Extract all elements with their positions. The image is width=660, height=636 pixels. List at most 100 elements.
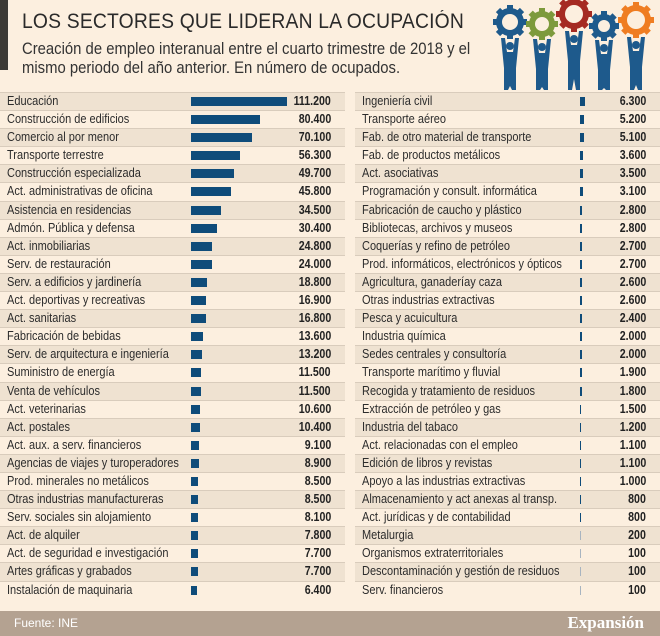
bar [580, 368, 582, 378]
source-note: Fuente: INE [14, 616, 79, 630]
chart-row: Instalación de maquinaria 6.400 [0, 580, 345, 599]
category-label: Organismos extraterritoriales [362, 546, 504, 561]
bar [191, 422, 200, 432]
value-label: 100 [628, 546, 646, 561]
category-label: Prod. minerales no metálicos [7, 473, 149, 488]
category-label: Act. de alquiler [7, 528, 80, 543]
category-label: Agencias de viajes y turoperadores [7, 455, 179, 470]
chart-row: Otras industrias manufactureras 8.500 [0, 490, 345, 509]
category-label: Transporte marítimo y fluvial [362, 365, 501, 380]
category-label: Admón. Pública y defensa [7, 220, 135, 235]
bar [191, 567, 198, 577]
chart-row: Act. administrativas de oficina 45.800 [0, 182, 345, 200]
bar [191, 458, 199, 468]
page-subtitle: Creación de empleo interanual entre el c… [22, 40, 471, 77]
category-label: Serv. de restauración [7, 256, 111, 271]
value-label: 2.600 [619, 293, 646, 308]
bar [580, 422, 582, 432]
chart-row: Act. veterinarias 10.600 [0, 399, 345, 418]
chart-row: Venta de vehículos 11.500 [0, 381, 345, 400]
bar [580, 513, 582, 523]
chart-row: Educación 111.200 [0, 92, 345, 111]
bar [191, 115, 261, 125]
value-label: 111.200 [293, 94, 331, 108]
bar [191, 277, 208, 287]
chart-row: Metalurgia 200 [355, 526, 660, 545]
bar [580, 115, 585, 125]
value-label: 10.400 [298, 419, 331, 434]
chart-row: Act. sanitarias 16.800 [0, 309, 345, 328]
category-label: Sedes centrales y consultoría [362, 347, 507, 362]
category-label: Edición de libros y revistas [362, 455, 493, 470]
category-label: Prod. informáticos, electrónicos y óptic… [362, 256, 562, 271]
value-label: 16.800 [298, 311, 331, 326]
bar [580, 187, 583, 197]
value-label: 1.100 [619, 455, 646, 470]
chart-row: Fab. de productos metálicos 3.600 [355, 146, 660, 164]
chart-row: Prod. minerales no metálicos 8.500 [0, 471, 345, 490]
chart-row: Act. postales 10.400 [0, 417, 345, 436]
bar [580, 495, 582, 505]
category-label: Transporte aéreo [362, 112, 446, 127]
chart-column-right: Ingeniería civil 6.300 Transporte aéreo 5.2… [355, 92, 660, 599]
bar [580, 585, 582, 595]
value-label: 11.500 [299, 383, 331, 398]
chart-row: Artes gráficas y grabados 7.700 [0, 562, 345, 581]
bar [580, 169, 584, 179]
chart-row: Serv. a edificios y jardinería 18.800 [0, 272, 345, 292]
value-label: 1.100 [619, 437, 646, 452]
category-label: Act. asociativas [362, 166, 439, 181]
bar [580, 205, 583, 215]
category-label: Industria química [362, 329, 446, 344]
category-label: Agricultura, ganaderíay caza [362, 274, 503, 289]
chart-row: Comercio al por menor 70.100 [0, 128, 345, 147]
category-label: Coquerías y refino de petróleo [362, 238, 510, 253]
value-label: 45.800 [298, 184, 331, 199]
bar [580, 440, 582, 450]
value-label: 7.700 [304, 564, 331, 579]
category-label: Transporte terrestre [7, 148, 104, 163]
title-accent-bar [0, 0, 8, 70]
chart-row: Edición de libros y revistas 1.100 [355, 453, 660, 472]
chart-row: Act. asociativas 3.500 [355, 164, 660, 183]
chart-row: Act. de alquiler 7.800 [0, 526, 345, 545]
category-label: Ingeniería civil [362, 94, 433, 108]
value-label: 11.500 [299, 365, 331, 380]
category-label: Serv. a edificios y jardinería [7, 274, 142, 289]
chart-row: Fab. de otro material de transporte 5.100 [355, 128, 660, 147]
bar [191, 549, 198, 559]
chart-row: Bibliotecas, archivos y museos 2.800 [355, 218, 660, 237]
value-label: 5.200 [619, 112, 646, 127]
category-label: Instalación de maquinaria [7, 582, 133, 597]
bar [580, 314, 583, 324]
chart-row: Programación y consult. informática 3.100 [355, 182, 660, 200]
category-label: Otras industrias extractivas [362, 293, 495, 308]
bar [580, 151, 584, 161]
bar [191, 476, 199, 486]
bar [191, 169, 234, 179]
chart-row: Construcción especializada 49.700 [0, 164, 345, 183]
value-label: 1.800 [619, 383, 646, 398]
category-label: Venta de vehículos [7, 383, 100, 398]
chart-row: Act. de seguridad e investigación 7.700 [0, 544, 345, 562]
chart-row: Transporte marítimo y fluvial 1.900 [355, 363, 660, 381]
chart-row: Admón. Pública y defensa 30.400 [0, 218, 345, 237]
chart-row: Ingeniería civil 6.300 [355, 92, 660, 111]
bar [191, 187, 231, 197]
category-label: Fab. de otro material de transporte [362, 130, 532, 145]
bar [580, 277, 583, 287]
value-label: 16.900 [298, 293, 331, 308]
chart-row: Industria química 2.000 [355, 327, 660, 345]
bar [580, 531, 582, 541]
chart-row: Recogida y tratamiento de residuos 1.800 [355, 381, 660, 400]
chart-row: Fabricación de caucho y plástico 2.800 [355, 200, 660, 219]
value-label: 56.300 [298, 148, 331, 163]
chart-row: Prod. informáticos, electrónicos y óptic… [355, 254, 660, 273]
category-label: Serv. de arquitectura e ingeniería [7, 347, 169, 362]
category-label: Fabricación de bebidas [7, 329, 121, 344]
value-label: 2.000 [619, 347, 646, 362]
bar [191, 404, 201, 414]
chart-row: Otras industrias extractivas 2.600 [355, 291, 660, 309]
value-label: 1.900 [619, 365, 646, 380]
category-label: Serv. sociales sin alojamiento [7, 510, 152, 525]
